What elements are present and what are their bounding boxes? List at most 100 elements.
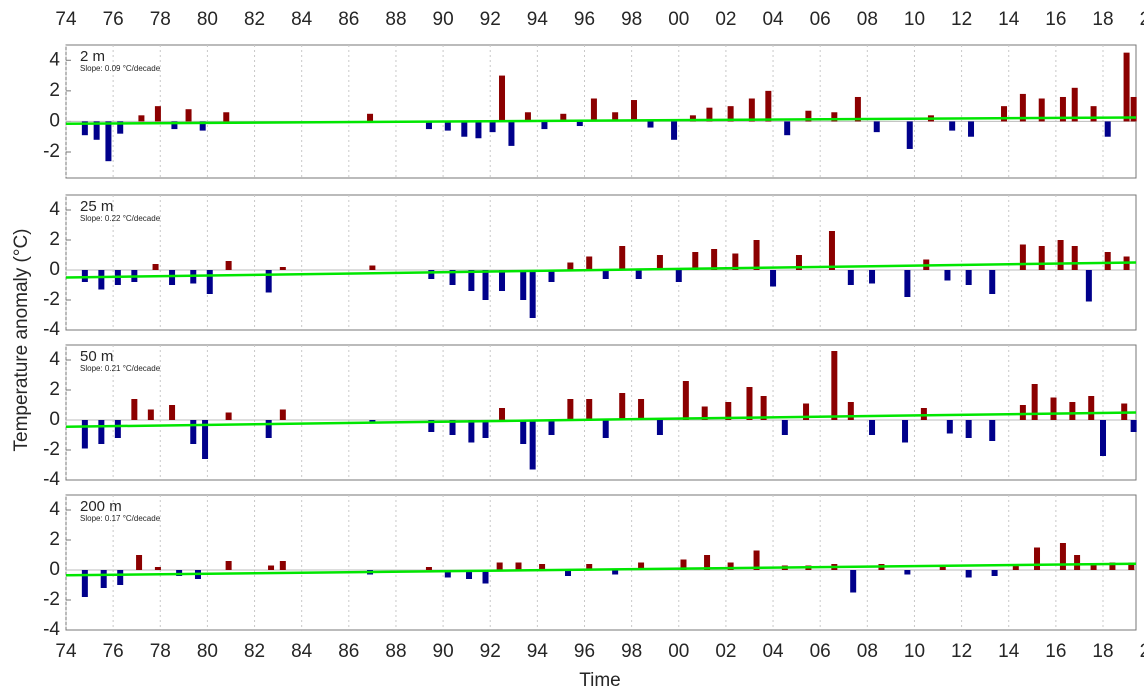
x-tick-label-top: 12 [951,9,972,30]
x-tick-label: 10 [904,641,925,662]
bar [482,270,489,300]
bar [468,270,475,291]
bar [831,351,838,420]
x-tick-label: 74 [55,641,77,662]
x-tick-label-top: 20 [1140,9,1144,30]
bar [265,270,272,293]
x-tick-label-top: 08 [857,9,878,30]
bar [100,570,107,588]
bar [81,420,88,449]
bar [225,261,232,270]
bar [138,115,145,122]
bar [965,570,972,578]
bar [1104,121,1111,137]
bar [1071,87,1078,122]
panel-title: 200 m [80,498,122,515]
bar [675,270,682,282]
bar [279,409,286,420]
x-tick-label: 98 [621,641,642,662]
y-tick-label: -4 [43,619,60,640]
trend-line [65,562,1137,577]
y-tick-label: 0 [49,409,60,430]
bar [105,121,112,162]
bar [619,246,626,270]
x-tick-label-top: 14 [998,9,1020,30]
bar [638,562,645,570]
bar [869,270,876,284]
bar [508,121,515,146]
bar [154,567,161,570]
bar [496,562,503,570]
bar [567,399,574,420]
bar [704,555,711,570]
bar [671,121,678,140]
x-tick-label: 92 [480,641,501,662]
x-tick-label: 88 [385,641,406,662]
bar [854,96,861,122]
y-tick-label: -2 [43,589,60,610]
y-tick-label: 0 [49,110,60,131]
bar [169,405,176,420]
x-tick-label-top: 04 [762,9,784,30]
x-tick-label-top: 84 [291,9,313,30]
bar [873,121,880,133]
bar [586,256,593,270]
bar [753,550,760,570]
bar [548,420,555,435]
bar [199,121,206,131]
bar [499,75,506,122]
bar [656,255,663,270]
panel-frame [65,344,1137,481]
panel-subtitle: Slope: 0.17 °C/decade [80,514,161,523]
bar [560,113,567,122]
x-axis-label: Time [579,670,621,691]
bar [539,564,546,570]
x-tick-label-top: 98 [621,9,642,30]
y-tick-label: 2 [49,379,60,400]
bar [1074,555,1081,570]
bar [586,564,593,570]
bar [939,565,946,570]
bar [1050,397,1057,420]
panel-title: 2 m [80,48,105,65]
bar [770,270,777,287]
panel-subtitle: Slope: 0.22 °C/decade [80,214,161,223]
bar [1012,565,1019,570]
bar [117,570,124,585]
bar [904,270,911,297]
x-tick-label: 18 [1092,641,1113,662]
bar [638,399,645,420]
bar [541,121,548,130]
x-tick-label-top: 78 [150,9,171,30]
bar [1090,564,1097,570]
bar [805,110,812,122]
x-tick-label-top: 76 [103,9,124,30]
bar [965,420,972,438]
bar [635,270,642,279]
x-tick-label-top: 06 [810,9,831,30]
bar [682,381,689,420]
bar [482,420,489,438]
bar [468,420,475,443]
x-tick-label: 14 [998,641,1020,662]
bar [425,567,432,570]
bar [906,121,913,149]
bar [989,270,996,294]
bar [619,393,626,420]
bar [449,420,456,435]
bar [190,420,197,444]
bar [152,264,159,270]
bar [748,98,755,122]
y-tick-label: 2 [49,80,60,101]
panel-title: 25 m [80,198,113,215]
bar [567,262,574,270]
bar [265,420,272,438]
bar [1071,246,1078,270]
bar [965,270,972,285]
bar [223,112,230,122]
bar [475,121,482,139]
bar [131,399,138,420]
y-tick-label: 4 [49,199,60,220]
bar [548,270,555,282]
